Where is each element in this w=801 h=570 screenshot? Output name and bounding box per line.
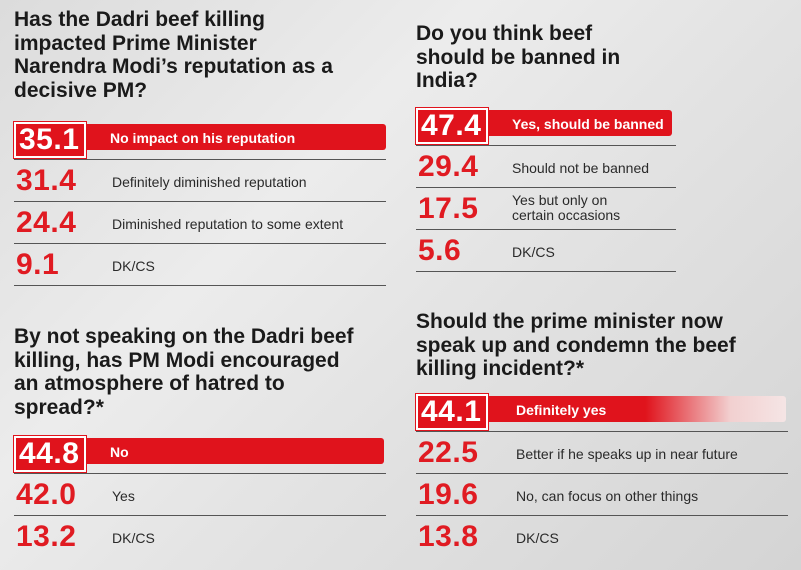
table-row: 5.6 DK/CS bbox=[416, 230, 676, 272]
row-label: DK/CS bbox=[512, 244, 555, 260]
row-label: Definitely yes bbox=[516, 402, 607, 418]
row-value: 47.4 bbox=[416, 108, 489, 144]
question-title: Has the Dadri beef killing impacted Prim… bbox=[14, 8, 333, 102]
rows-beef-ban: 47.4 Yes, should be banned 29.4 Should n… bbox=[416, 104, 686, 276]
table-row: 29.4 Should not be banned bbox=[416, 146, 676, 188]
rows-reputation: 35.1 No impact on his reputation 31.4 De… bbox=[14, 118, 386, 288]
table-row: 24.4 Diminished reputation to some exten… bbox=[14, 202, 386, 244]
question-title: Do you think beef should be banned in In… bbox=[416, 22, 621, 92]
panel-speak-up: Should the prime minister now speak up a… bbox=[416, 310, 796, 381]
row-value: 24.4 bbox=[16, 206, 77, 239]
row-label: DK/CS bbox=[112, 530, 155, 546]
row-value: 5.6 bbox=[418, 234, 462, 267]
table-row: 9.1 DK/CS bbox=[14, 244, 386, 286]
row-value: 22.5 bbox=[418, 436, 479, 469]
rows-speak-up: 44.1 Definitely yes 22.5 Better if he sp… bbox=[416, 390, 796, 562]
table-row: 35.1 No impact on his reputation bbox=[14, 118, 386, 160]
table-row: 44.1 Definitely yes bbox=[416, 390, 788, 432]
table-row: 31.4 Definitely diminished reputation bbox=[14, 160, 386, 202]
row-label: Definitely diminished reputation bbox=[112, 174, 307, 190]
row-label: No bbox=[110, 444, 129, 460]
row-value: 19.6 bbox=[418, 478, 479, 511]
panel-hatred: By not speaking on the Dadri beef killin… bbox=[14, 325, 386, 419]
row-value: 29.4 bbox=[418, 150, 479, 183]
row-value: 13.8 bbox=[418, 520, 479, 553]
table-row: 22.5 Better if he speaks up in near futu… bbox=[416, 432, 788, 474]
row-label: Yes bbox=[112, 488, 135, 504]
row-value: 9.1 bbox=[16, 248, 60, 281]
row-label: Yes, should be banned bbox=[512, 116, 664, 132]
table-row: 42.0 Yes bbox=[14, 474, 386, 516]
row-label: Diminished reputation to some extent bbox=[112, 216, 344, 232]
row-label-line: certain occasions bbox=[512, 207, 621, 223]
row-label: No, can focus on other things bbox=[516, 488, 699, 504]
row-label: No impact on his reputation bbox=[110, 130, 296, 146]
row-value: 31.4 bbox=[16, 164, 77, 197]
row-label: Should not be banned bbox=[512, 160, 650, 176]
panel-reputation: Has the Dadri beef killing impacted Prim… bbox=[14, 8, 386, 102]
row-value: 44.8 bbox=[14, 436, 87, 472]
row-label: DK/CS bbox=[516, 530, 559, 546]
question-title: By not speaking on the Dadri beef killin… bbox=[14, 325, 354, 419]
table-row: 19.6 No, can focus on other things bbox=[416, 474, 788, 516]
row-label-line: Yes but only on bbox=[512, 192, 608, 208]
table-row: 13.2 DK/CS bbox=[14, 516, 386, 558]
question-title: Should the prime minister now speak up a… bbox=[416, 310, 736, 380]
table-row: 17.5 Yes but only on certain occasions bbox=[416, 188, 676, 230]
table-row: 47.4 Yes, should be banned bbox=[416, 104, 676, 146]
table-row: 13.8 DK/CS bbox=[416, 516, 788, 558]
row-value: 13.2 bbox=[16, 520, 77, 553]
row-value: 42.0 bbox=[16, 478, 77, 511]
row-label: DK/CS bbox=[112, 258, 155, 274]
row-label: Better if he speaks up in near future bbox=[516, 446, 738, 462]
rows-hatred: 44.8 No 42.0 Yes 13.2 DK/CS bbox=[14, 432, 386, 562]
row-value: 44.1 bbox=[416, 394, 489, 430]
row-value: 35.1 bbox=[14, 122, 87, 158]
row-value: 17.5 bbox=[418, 192, 479, 225]
panel-beef-ban: Do you think beef should be banned in In… bbox=[416, 22, 686, 93]
table-row: 44.8 No bbox=[14, 432, 386, 474]
row-label: Yes but only on certain occasions bbox=[512, 193, 620, 223]
